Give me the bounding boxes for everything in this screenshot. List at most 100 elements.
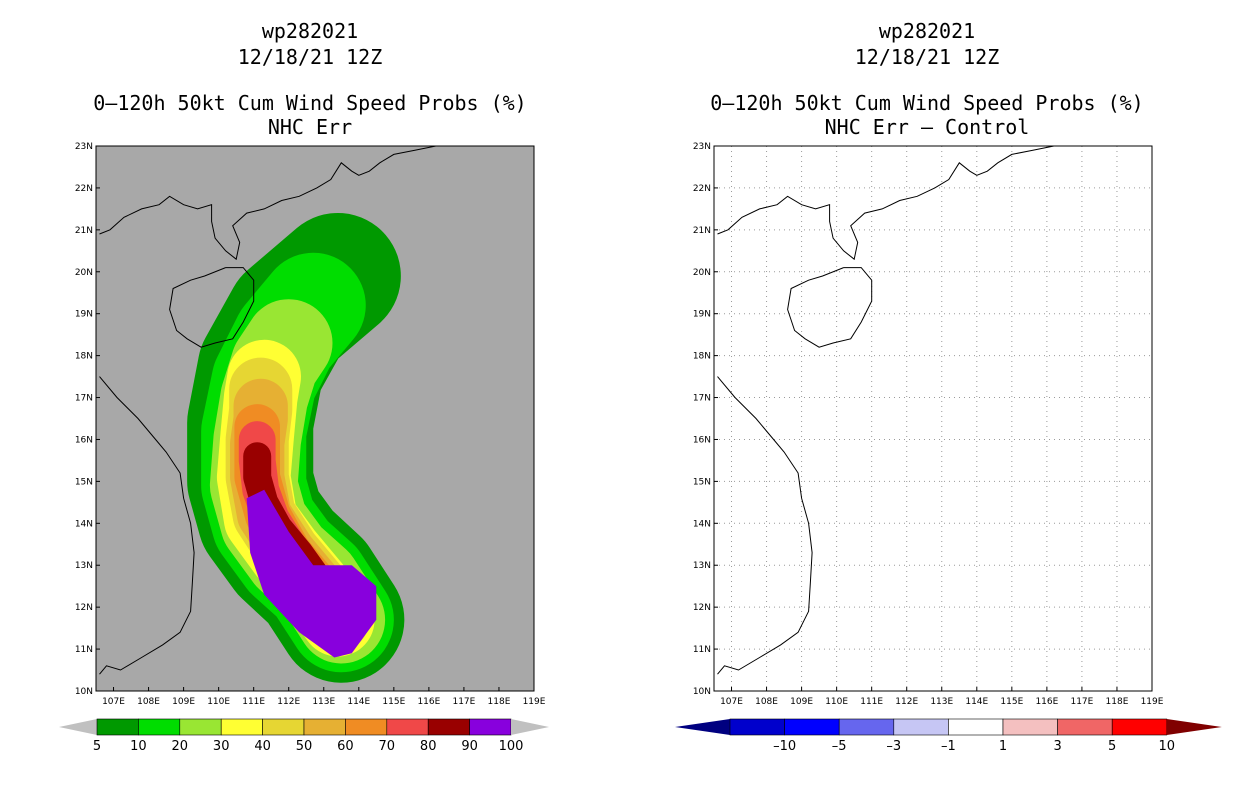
x-tick-label: 116E — [1035, 697, 1058, 707]
y-tick-label: 22N — [75, 184, 93, 194]
left-datetime: 12/18/21 12Z — [237, 45, 383, 69]
left-colorbar: 5 10 20 30 40 50 60 70 80 90 100 — [59, 718, 549, 754]
colorbar-label: 90 — [461, 739, 478, 754]
colorbar-box — [948, 718, 1004, 736]
right-datetime: 12/18/21 12Z — [854, 45, 1000, 69]
colorbar-label: 70 — [379, 739, 396, 754]
right-coastline — [717, 146, 1054, 675]
coastline-segment — [717, 376, 813, 675]
colorbar-label: –5 — [832, 739, 847, 754]
left-panel-title: wp282021 12/18/21 12Z 0–120h 50kt Cum Wi… — [0, 18, 620, 138]
colorbar-box — [784, 718, 840, 736]
y-tick-label: 12N — [693, 603, 711, 613]
y-tick-label: 12N — [75, 603, 93, 613]
colorbar-label: 10 — [1159, 739, 1176, 754]
coastline-segment — [717, 146, 1054, 261]
y-tick-label: 23N — [693, 142, 711, 152]
colorbar-box — [1057, 718, 1113, 736]
coastline-segment — [787, 267, 873, 348]
right-panel-title: wp282021 12/18/21 12Z 0–120h 50kt Cum Wi… — [617, 18, 1236, 138]
y-tick-label: 17N — [75, 394, 93, 404]
colorbar-box — [303, 718, 346, 736]
colorbar-box — [386, 718, 429, 736]
y-tick-label: 18N — [693, 352, 711, 362]
right-map: 107E 108E 109E 110E 111E 112E 113E 114E 115E 116E… — [693, 142, 1164, 707]
x-tick-label: 112E — [895, 697, 918, 707]
colorbar-label: 100 — [499, 739, 524, 754]
y-tick-label: 19N — [75, 310, 93, 320]
y-tick-label: 13N — [693, 561, 711, 571]
y-tick-label: 21N — [693, 226, 711, 236]
x-tick-label: 114E — [347, 697, 370, 707]
probability-max-region — [246, 489, 377, 658]
colorbar-label: 5 — [93, 739, 101, 754]
right-subtitle: NHC Err – Control — [824, 115, 1030, 139]
right-axis-ticks: 107E 108E 109E 110E 111E 112E 113E 114E 115E 116E… — [693, 142, 1164, 707]
x-tick-label: 115E — [382, 697, 405, 707]
x-tick-label: 117E — [1070, 697, 1093, 707]
colorbar-box — [427, 718, 470, 736]
left-map-frame — [95, 145, 535, 692]
y-tick-label: 11N — [693, 645, 711, 655]
y-tick-label: 16N — [75, 435, 93, 445]
y-tick-label: 18N — [75, 352, 93, 362]
right-map-background — [714, 146, 1152, 691]
left-title: 0–120h 50kt Cum Wind Speed Probs (%) — [93, 91, 527, 115]
colorbar-box — [1111, 718, 1168, 736]
colorbar-box — [220, 718, 263, 736]
colorbar-box — [96, 718, 139, 736]
y-tick-label: 21N — [75, 226, 93, 236]
y-tick-label: 15N — [75, 477, 93, 487]
colorbar-over-arrow — [1166, 719, 1222, 735]
x-tick-label: 107E — [102, 697, 125, 707]
y-tick-label: 20N — [75, 268, 93, 278]
coastline-segment — [99, 146, 436, 261]
x-tick-label: 112E — [277, 697, 300, 707]
y-tick-label: 16N — [693, 435, 711, 445]
colorbar-box — [262, 718, 305, 736]
left-axis-ticks: 107E 108E 109E 110E 111E 112E 113E 114E 115E 116E… — [75, 142, 546, 707]
y-tick-label: 11N — [75, 645, 93, 655]
colorbar-label: 3 — [1053, 739, 1061, 754]
probability-contours — [187, 212, 405, 683]
colorbar-box — [345, 718, 388, 736]
y-tick-label: 20N — [693, 268, 711, 278]
colorbar-box — [469, 718, 512, 736]
x-tick-label: 119E — [523, 697, 546, 707]
colorbar-label: 60 — [337, 739, 354, 754]
x-tick-label: 118E — [1106, 697, 1129, 707]
colorbar-label: –1 — [941, 739, 956, 754]
x-tick-label: 115E — [1000, 697, 1023, 707]
y-tick-label: 13N — [75, 561, 93, 571]
x-tick-label: 113E — [930, 697, 953, 707]
y-tick-label: 23N — [75, 142, 93, 152]
x-tick-label: 111E — [242, 697, 265, 707]
colorbar-box — [1002, 718, 1058, 736]
x-tick-label: 109E — [790, 697, 813, 707]
x-tick-label: 111E — [860, 697, 883, 707]
right-colorbar: –10 –5 –3 –1 1 3 5 10 — [675, 718, 1222, 754]
colorbar-box — [838, 718, 895, 736]
x-tick-label: 108E — [137, 697, 160, 707]
y-tick-label: 10N — [75, 687, 93, 697]
colorbar-label: 10 — [130, 739, 147, 754]
colorbar-under-arrow — [675, 719, 730, 735]
left-storm-id: wp282021 — [261, 19, 359, 43]
colorbar-over-arrow — [511, 719, 549, 735]
colorbar-label: 30 — [213, 739, 230, 754]
colorbar-label: 1 — [999, 739, 1007, 754]
colorbar-label: 20 — [172, 739, 189, 754]
y-tick-label: 14N — [75, 519, 93, 529]
right-storm-id: wp282021 — [878, 19, 976, 43]
colorbar-box — [179, 718, 222, 736]
left-coastline — [99, 146, 436, 675]
x-tick-label: 114E — [965, 697, 988, 707]
y-tick-label: 17N — [693, 394, 711, 404]
right-gridlines — [714, 146, 1152, 691]
x-tick-label: 107E — [720, 697, 743, 707]
y-tick-label: 14N — [693, 519, 711, 529]
colorbar-label: –10 — [773, 739, 796, 754]
x-tick-label: 108E — [755, 697, 778, 707]
y-tick-label: 15N — [693, 477, 711, 487]
y-tick-label: 22N — [693, 184, 711, 194]
